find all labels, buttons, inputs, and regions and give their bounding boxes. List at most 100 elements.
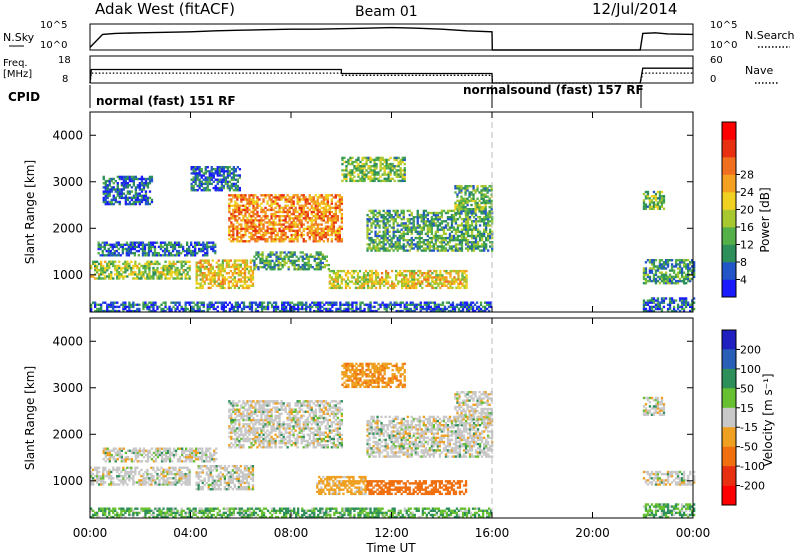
- data-cell: [114, 260, 117, 263]
- data-cell: [487, 234, 490, 238]
- data-cell: [387, 282, 390, 285]
- data-cell: [403, 156, 406, 160]
- data-cell: [412, 226, 415, 229]
- data-cell: [156, 260, 159, 263]
- data-cell: [371, 158, 374, 162]
- data-cell: [474, 218, 478, 221]
- data-cell: [670, 301, 674, 304]
- data-cell: [357, 162, 360, 166]
- data-cell: [658, 201, 662, 204]
- data-cell: [143, 254, 147, 257]
- data-cell: [173, 245, 177, 249]
- data-cell: [330, 210, 334, 214]
- data-cell: [435, 276, 438, 279]
- data-cell: [124, 264, 127, 268]
- data-cell: [153, 252, 157, 255]
- data-cell: [106, 309, 109, 313]
- data-cell: [382, 218, 385, 221]
- data-cell: [464, 191, 467, 194]
- data-cell: [122, 309, 125, 313]
- data-cell: [222, 303, 226, 306]
- data-cell: [453, 276, 456, 279]
- data-cell: [480, 210, 483, 213]
- data-cell: [118, 277, 121, 280]
- data-cell: [391, 303, 394, 306]
- data-cell: [351, 160, 354, 164]
- data-cell: [254, 303, 258, 306]
- data-cell: [184, 277, 187, 280]
- data-cell: [458, 241, 462, 244]
- data-cell: [288, 227, 291, 230]
- data-cell: [658, 305, 662, 309]
- data-cell: [221, 263, 225, 266]
- data-cell: [232, 227, 235, 230]
- data-cell: [319, 305, 322, 309]
- data-cell: [409, 309, 412, 313]
- data-cell: [416, 216, 419, 219]
- data-cell: [236, 202, 239, 205]
- data-cell: [238, 174, 242, 177]
- data-cell: [283, 255, 286, 258]
- data-cell: [188, 277, 191, 280]
- data-cell: [382, 224, 385, 227]
- data-cell: [302, 208, 305, 212]
- data-cell: [252, 301, 256, 304]
- data-cell: [668, 301, 672, 304]
- data-cell: [308, 229, 311, 233]
- data-cell: [662, 207, 666, 210]
- data-cell: [488, 303, 491, 306]
- data-cell: [221, 284, 225, 287]
- data-cell: [238, 204, 241, 207]
- data-cell: [264, 215, 267, 218]
- data-cell: [198, 247, 201, 251]
- data-cell: [148, 305, 151, 309]
- data-cell: [162, 266, 165, 270]
- data-cell: [289, 301, 292, 304]
- data-cell: [205, 267, 208, 271]
- data-cell: [400, 211, 403, 215]
- data-cell: [98, 277, 101, 280]
- data-cell: [206, 178, 209, 181]
- data-cell: [322, 200, 326, 203]
- data-cell: [486, 199, 489, 203]
- data-cell: [687, 271, 690, 274]
- data-cell: [464, 239, 468, 242]
- data-cell: [272, 221, 275, 224]
- data-cell: [210, 245, 213, 249]
- data-cell: [397, 274, 400, 277]
- data-cell: [260, 210, 263, 214]
- data-cell: [312, 238, 315, 241]
- data-cell: [656, 307, 660, 311]
- data-cell: [136, 184, 140, 187]
- data-cell: [184, 275, 187, 278]
- data-cell: [474, 213, 478, 217]
- data-cell: [156, 269, 159, 272]
- data-cell: [305, 303, 308, 306]
- data-cell: [385, 167, 388, 170]
- data-cell: [417, 278, 420, 281]
- data-cell: [369, 309, 372, 313]
- data-cell: [430, 249, 434, 252]
- data-cell: [343, 309, 346, 313]
- data-cell: [177, 249, 181, 253]
- data-cell: [309, 266, 312, 269]
- data-cell: [367, 167, 370, 170]
- data-cell: [361, 156, 364, 160]
- data-cell: [453, 309, 457, 313]
- data-cell: [169, 243, 173, 246]
- data-cell: [648, 203, 652, 206]
- data-cell: [288, 229, 291, 233]
- data-cell: [658, 197, 662, 200]
- data-cell: [355, 307, 358, 311]
- data-cell: [365, 169, 368, 172]
- data-cell: [104, 301, 107, 304]
- data-cell: [419, 303, 422, 306]
- data-cell: [396, 241, 399, 244]
- data-cell: [367, 156, 370, 160]
- data-cell: [460, 203, 463, 207]
- data-cell: [453, 282, 456, 285]
- data-cell: [424, 232, 428, 236]
- data-cell: [97, 241, 100, 244]
- data-cell: [201, 265, 204, 269]
- data-cell: [462, 218, 466, 221]
